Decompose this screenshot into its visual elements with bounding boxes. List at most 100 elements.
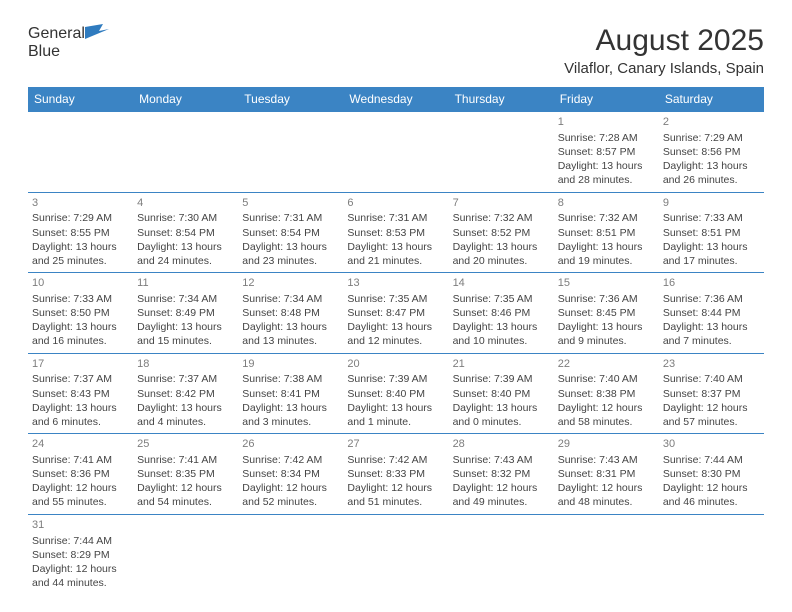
sunrise-line: Sunrise: 7:42 AM: [347, 453, 444, 467]
sunset-line: Sunset: 8:51 PM: [663, 226, 760, 240]
day-header: Wednesday: [343, 87, 448, 112]
day-header: Friday: [554, 87, 659, 112]
calendar-cell: 1Sunrise: 7:28 AMSunset: 8:57 PMDaylight…: [554, 112, 659, 193]
sunset-line: Sunset: 8:35 PM: [137, 467, 234, 481]
sunset-line: Sunset: 8:47 PM: [347, 306, 444, 320]
calendar-body: 1Sunrise: 7:28 AMSunset: 8:57 PMDaylight…: [28, 112, 764, 595]
day-number: 28: [453, 437, 550, 452]
calendar-row: 17Sunrise: 7:37 AMSunset: 8:43 PMDayligh…: [28, 353, 764, 434]
day-number: 17: [32, 357, 129, 372]
day-number: 20: [347, 357, 444, 372]
sunrise-line: Sunrise: 7:44 AM: [663, 453, 760, 467]
sunrise-line: Sunrise: 7:36 AM: [663, 292, 760, 306]
sunrise-line: Sunrise: 7:31 AM: [242, 211, 339, 225]
sunset-line: Sunset: 8:54 PM: [242, 226, 339, 240]
daylight-line: Daylight: 13 hours and 17 minutes.: [663, 240, 760, 268]
sunset-line: Sunset: 8:42 PM: [137, 387, 234, 401]
daylight-line: Daylight: 12 hours and 49 minutes.: [453, 481, 550, 509]
day-number: 31: [32, 518, 129, 533]
day-number: 9: [663, 196, 760, 211]
sunrise-line: Sunrise: 7:32 AM: [558, 211, 655, 225]
logo-text-blue: Blue: [28, 44, 111, 60]
sunrise-line: Sunrise: 7:42 AM: [242, 453, 339, 467]
daylight-line: Daylight: 12 hours and 51 minutes.: [347, 481, 444, 509]
daylight-line: Daylight: 13 hours and 25 minutes.: [32, 240, 129, 268]
sunset-line: Sunset: 8:43 PM: [32, 387, 129, 401]
daylight-line: Daylight: 13 hours and 7 minutes.: [663, 320, 760, 348]
sunset-line: Sunset: 8:33 PM: [347, 467, 444, 481]
sunset-line: Sunset: 8:46 PM: [453, 306, 550, 320]
sunset-line: Sunset: 8:51 PM: [558, 226, 655, 240]
sunrise-line: Sunrise: 7:35 AM: [453, 292, 550, 306]
day-number: 24: [32, 437, 129, 452]
calendar-cell-empty: [554, 514, 659, 594]
calendar-row: 1Sunrise: 7:28 AMSunset: 8:57 PMDaylight…: [28, 112, 764, 193]
day-number: 3: [32, 196, 129, 211]
sunrise-line: Sunrise: 7:41 AM: [32, 453, 129, 467]
day-number: 6: [347, 196, 444, 211]
daylight-line: Daylight: 12 hours and 58 minutes.: [558, 401, 655, 429]
daylight-line: Daylight: 12 hours and 48 minutes.: [558, 481, 655, 509]
month-title: August 2025: [564, 24, 764, 58]
daylight-line: Daylight: 12 hours and 55 minutes.: [32, 481, 129, 509]
daylight-line: Daylight: 12 hours and 54 minutes.: [137, 481, 234, 509]
calendar-cell: 20Sunrise: 7:39 AMSunset: 8:40 PMDayligh…: [343, 353, 448, 434]
flag-icon: [85, 24, 111, 44]
daylight-line: Daylight: 12 hours and 57 minutes.: [663, 401, 760, 429]
calendar-cell-empty: [659, 514, 764, 594]
calendar-cell-empty: [343, 112, 448, 193]
calendar-cell: 5Sunrise: 7:31 AMSunset: 8:54 PMDaylight…: [238, 192, 343, 273]
day-number: 1: [558, 115, 655, 130]
daylight-line: Daylight: 13 hours and 10 minutes.: [453, 320, 550, 348]
calendar-cell: 29Sunrise: 7:43 AMSunset: 8:31 PMDayligh…: [554, 434, 659, 515]
title-block: August 2025 Vilaflor, Canary Islands, Sp…: [564, 24, 764, 77]
day-number: 29: [558, 437, 655, 452]
sunset-line: Sunset: 8:54 PM: [137, 226, 234, 240]
sunset-line: Sunset: 8:49 PM: [137, 306, 234, 320]
calendar-cell-empty: [133, 514, 238, 594]
day-header: Monday: [133, 87, 238, 112]
calendar-cell: 23Sunrise: 7:40 AMSunset: 8:37 PMDayligh…: [659, 353, 764, 434]
sunset-line: Sunset: 8:56 PM: [663, 145, 760, 159]
calendar-cell: 13Sunrise: 7:35 AMSunset: 8:47 PMDayligh…: [343, 273, 448, 354]
daylight-line: Daylight: 12 hours and 46 minutes.: [663, 481, 760, 509]
calendar-cell: 10Sunrise: 7:33 AMSunset: 8:50 PMDayligh…: [28, 273, 133, 354]
calendar-cell: 28Sunrise: 7:43 AMSunset: 8:32 PMDayligh…: [449, 434, 554, 515]
calendar-cell-empty: [449, 514, 554, 594]
sunrise-line: Sunrise: 7:39 AM: [347, 372, 444, 386]
calendar-cell: 11Sunrise: 7:34 AMSunset: 8:49 PMDayligh…: [133, 273, 238, 354]
calendar-row: 24Sunrise: 7:41 AMSunset: 8:36 PMDayligh…: [28, 434, 764, 515]
day-header: Tuesday: [238, 87, 343, 112]
calendar-cell-empty: [343, 514, 448, 594]
calendar-cell: 7Sunrise: 7:32 AMSunset: 8:52 PMDaylight…: [449, 192, 554, 273]
daylight-line: Daylight: 13 hours and 16 minutes.: [32, 320, 129, 348]
location: Vilaflor, Canary Islands, Spain: [564, 60, 764, 77]
calendar-cell: 21Sunrise: 7:39 AMSunset: 8:40 PMDayligh…: [449, 353, 554, 434]
day-header: Saturday: [659, 87, 764, 112]
day-number: 16: [663, 276, 760, 291]
calendar-cell: 2Sunrise: 7:29 AMSunset: 8:56 PMDaylight…: [659, 112, 764, 193]
sunrise-line: Sunrise: 7:31 AM: [347, 211, 444, 225]
calendar-cell: 12Sunrise: 7:34 AMSunset: 8:48 PMDayligh…: [238, 273, 343, 354]
sunset-line: Sunset: 8:44 PM: [663, 306, 760, 320]
daylight-line: Daylight: 12 hours and 44 minutes.: [32, 562, 129, 590]
sunset-line: Sunset: 8:31 PM: [558, 467, 655, 481]
sunset-line: Sunset: 8:41 PM: [242, 387, 339, 401]
day-number: 4: [137, 196, 234, 211]
daylight-line: Daylight: 13 hours and 13 minutes.: [242, 320, 339, 348]
sunset-line: Sunset: 8:37 PM: [663, 387, 760, 401]
sunrise-line: Sunrise: 7:43 AM: [558, 453, 655, 467]
logo-text-general: General: [28, 26, 85, 42]
calendar-cell: 24Sunrise: 7:41 AMSunset: 8:36 PMDayligh…: [28, 434, 133, 515]
calendar-cell: 15Sunrise: 7:36 AMSunset: 8:45 PMDayligh…: [554, 273, 659, 354]
header: General Blue August 2025 Vilaflor, Canar…: [28, 24, 764, 77]
daylight-line: Daylight: 13 hours and 24 minutes.: [137, 240, 234, 268]
calendar-cell: 19Sunrise: 7:38 AMSunset: 8:41 PMDayligh…: [238, 353, 343, 434]
sunrise-line: Sunrise: 7:44 AM: [32, 534, 129, 548]
daylight-line: Daylight: 13 hours and 0 minutes.: [453, 401, 550, 429]
daylight-line: Daylight: 13 hours and 15 minutes.: [137, 320, 234, 348]
sunset-line: Sunset: 8:53 PM: [347, 226, 444, 240]
calendar-cell-empty: [28, 112, 133, 193]
calendar-cell: 3Sunrise: 7:29 AMSunset: 8:55 PMDaylight…: [28, 192, 133, 273]
sunset-line: Sunset: 8:30 PM: [663, 467, 760, 481]
